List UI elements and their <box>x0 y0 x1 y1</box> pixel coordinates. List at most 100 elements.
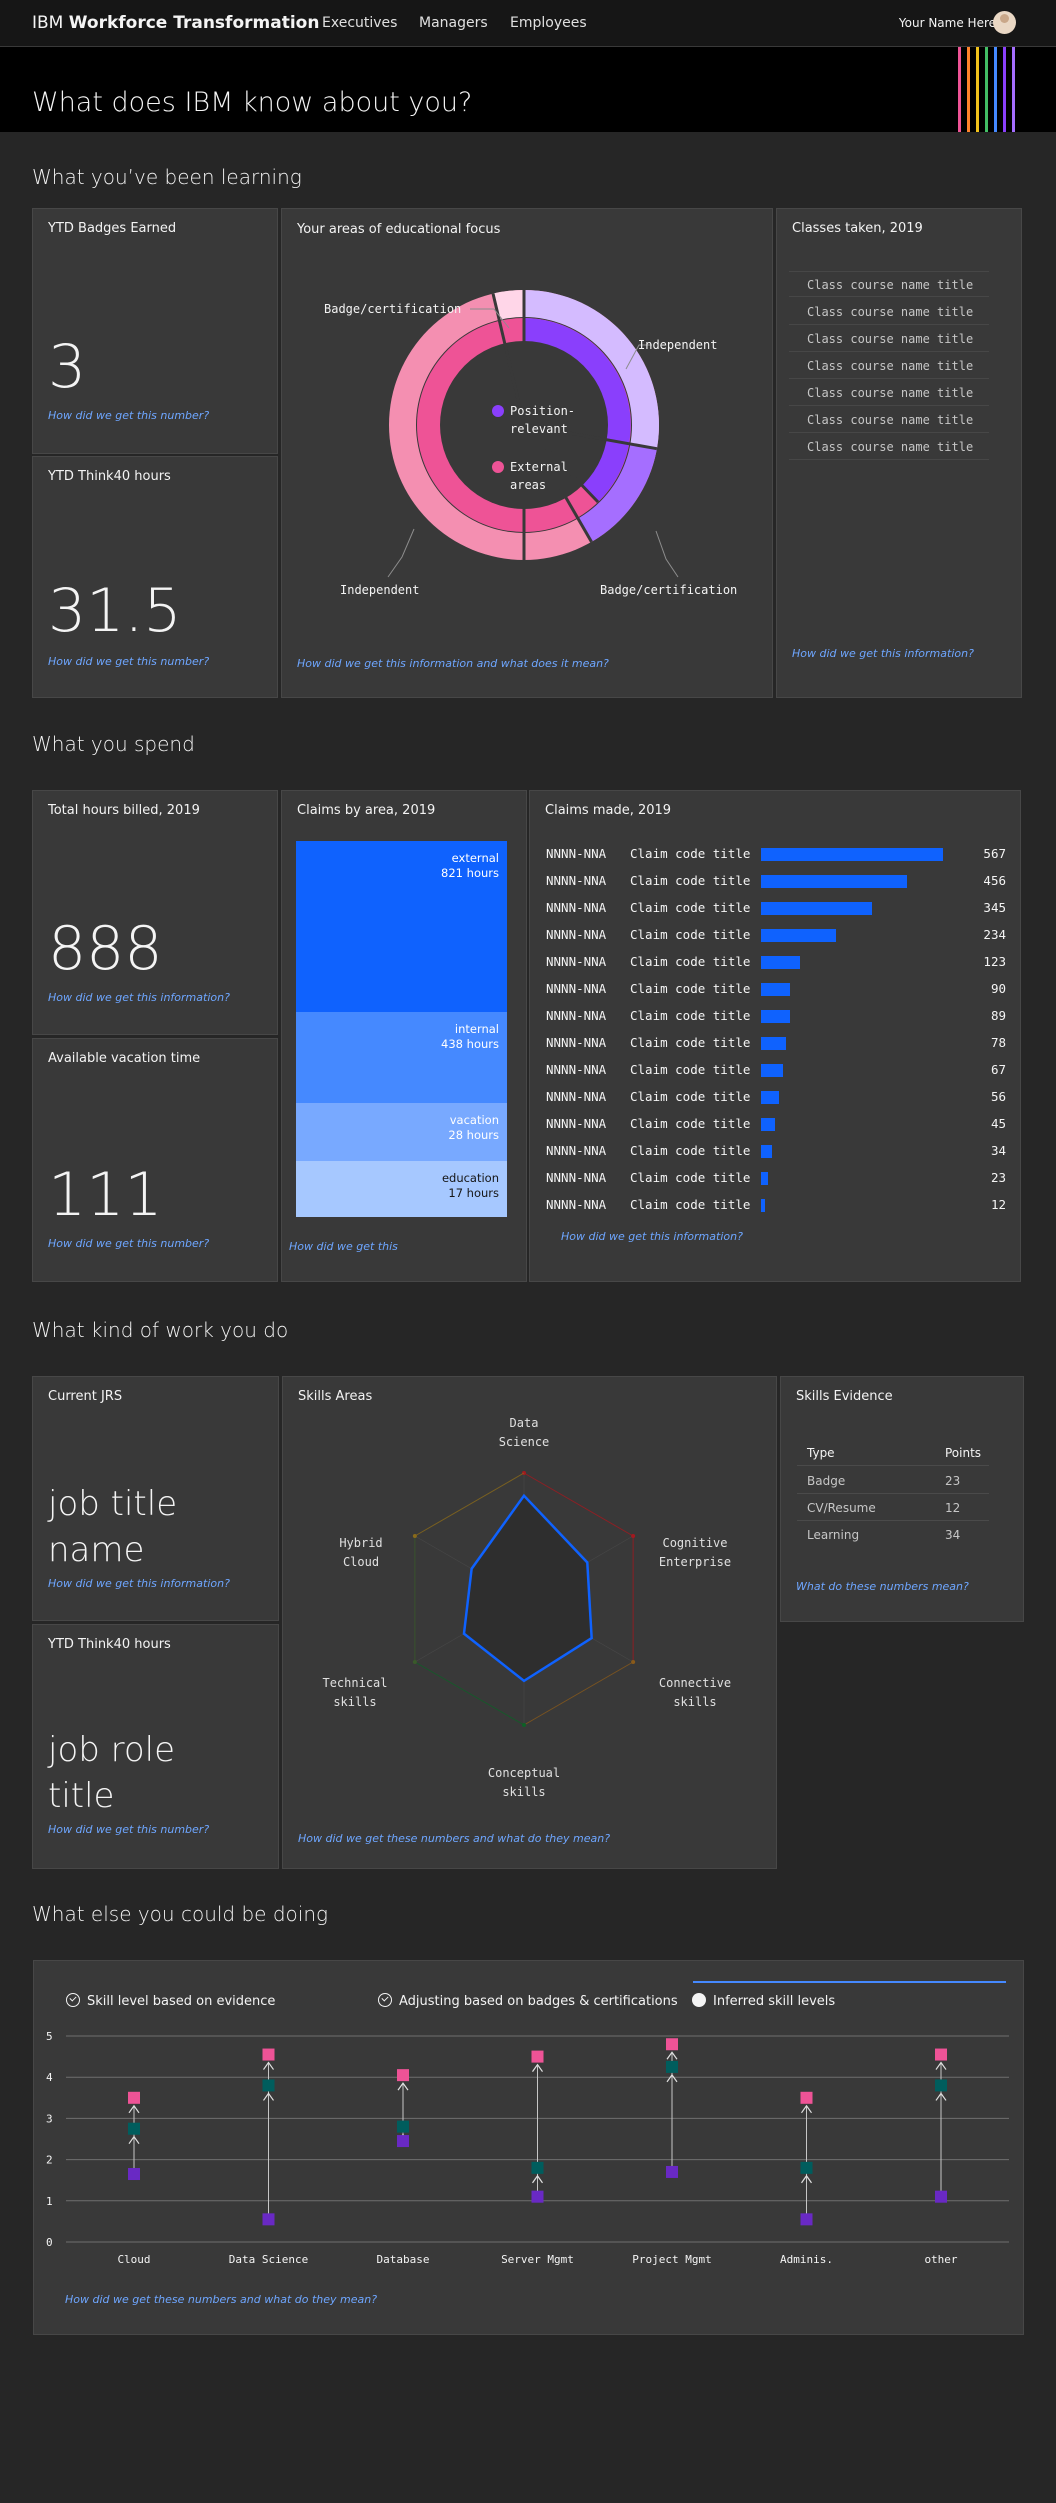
x-category-label: Data Science <box>229 2253 308 2266</box>
legend-item-badges[interactable]: Adjusting based on badges & certificatio… <box>378 1993 678 2009</box>
x-category-label: Adminis. <box>780 2253 833 2266</box>
list-item[interactable]: Class course name title <box>789 353 989 379</box>
y-tick-label: 3 <box>46 2112 53 2125</box>
claim-row[interactable]: NNNN-NNA Claim code title 56 <box>546 1083 1006 1110</box>
claim-row[interactable]: NNNN-NNA Claim code title 34 <box>546 1137 1006 1164</box>
list-item[interactable]: Class course name title <box>789 434 989 460</box>
help-link[interactable]: How did we get this information? <box>48 1577 230 1590</box>
radar-grid-edge <box>523 1472 634 1537</box>
skill-marker[interactable] <box>397 2120 409 2133</box>
claim-code: NNNN-NNA <box>546 846 607 861</box>
skill-marker[interactable] <box>531 2190 544 2203</box>
skills-areas-card: Skills Areas Data Science Cognitive Enterpr… <box>282 1376 777 1869</box>
help-link[interactable]: What do these numbers mean? <box>796 1580 969 1593</box>
skill-marker[interactable] <box>800 2161 813 2174</box>
table-row: CV/Resume 12 <box>797 1494 989 1521</box>
help-link[interactable]: How did we get these numbers and what do… <box>65 2293 378 2306</box>
claim-code: NNNN-NNA <box>546 1143 607 1158</box>
legend-label: Skill level based on evidence <box>87 1994 276 2009</box>
skill-marker[interactable] <box>262 2213 275 2226</box>
arrow-icon <box>532 2063 543 2072</box>
list-item[interactable]: Class course name title <box>789 326 989 352</box>
brand-logo[interactable]: IBM Workforce Transformation <box>32 13 319 33</box>
skill-marker[interactable] <box>935 2048 947 2061</box>
help-link[interactable]: How did we get this information and what… <box>297 657 609 670</box>
claim-code: NNNN-NNA <box>546 1035 607 1050</box>
skill-marker[interactable] <box>935 2079 947 2092</box>
nav-link-employees[interactable]: Employees <box>510 15 587 31</box>
skill-marker[interactable] <box>666 2060 678 2073</box>
skill-marker[interactable] <box>128 2168 140 2181</box>
radar-axis-label: skills <box>333 1695 376 1709</box>
help-link[interactable]: How did we get this number? <box>48 409 210 422</box>
claim-row[interactable]: NNNN-NNA Claim code title 23 <box>546 1164 1006 1191</box>
list-item[interactable]: Class course name title <box>789 271 989 297</box>
claim-row[interactable]: NNNN-NNA Claim code title 456 <box>546 867 1006 894</box>
claim-row[interactable]: NNNN-NNA Claim code title 78 <box>546 1029 1006 1056</box>
skill-marker[interactable] <box>531 2161 544 2174</box>
help-link[interactable]: How did we get this number? <box>48 655 210 668</box>
help-link[interactable]: How did we get this <box>289 1240 398 1253</box>
skill-marker[interactable] <box>531 2050 544 2063</box>
legend-item-inferred[interactable]: Inferred skill levels <box>692 1993 835 2009</box>
color-stripe <box>967 47 970 132</box>
skill-marker[interactable] <box>128 2122 140 2135</box>
nav-link-managers[interactable]: Managers <box>419 15 488 31</box>
claim-row[interactable]: NNNN-NNA Claim code title 123 <box>546 948 1006 975</box>
help-link[interactable]: How did we get these numbers and what do… <box>298 1832 611 1845</box>
claim-row[interactable]: NNNN-NNA Claim code title 345 <box>546 894 1006 921</box>
radar-skill-shape[interactable] <box>462 1493 593 1683</box>
list-item[interactable]: Class course name title <box>789 407 989 433</box>
legend-item-evidence[interactable]: Skill level based on evidence <box>66 1993 275 2009</box>
skill-marker[interactable] <box>397 2135 409 2148</box>
area-block-vacation[interactable]: vacation 28 hours <box>296 1103 507 1161</box>
hours-billed-card: Total hours billed, 2019 888 How did we … <box>32 790 278 1035</box>
radar-axis-label: Cloud <box>343 1555 379 1569</box>
claim-row[interactable]: NNNN-NNA Claim code title 90 <box>546 975 1006 1002</box>
skill-marker[interactable] <box>935 2190 947 2203</box>
list-item[interactable]: Class course name title <box>789 380 989 406</box>
claim-row[interactable]: NNNN-NNA Claim code title 12 <box>546 1191 1006 1218</box>
area-block-external[interactable]: external 821 hours <box>296 841 507 1013</box>
radar-axis-label: Connective <box>659 1676 731 1690</box>
claim-row[interactable]: NNNN-NNA Claim code title 234 <box>546 921 1006 948</box>
think40-value: 31.5 <box>48 576 182 646</box>
radar-axis-label: Technical <box>322 1676 387 1690</box>
skill-marker[interactable] <box>800 2091 813 2104</box>
help-link[interactable]: How did we get this number? <box>48 1237 210 1250</box>
claim-row[interactable]: NNNN-NNA Claim code title 45 <box>546 1110 1006 1137</box>
skill-marker[interactable] <box>666 2165 678 2178</box>
arrow-icon <box>128 2135 140 2145</box>
x-category-label: Server Mgmt <box>501 2253 574 2266</box>
skill-gap-card: Skill level based on evidence Adjusting … <box>33 1960 1024 2335</box>
x-category-label: other <box>924 2253 957 2266</box>
claim-row[interactable]: NNNN-NNA Claim code title 567 <box>546 840 1006 867</box>
area-block-internal[interactable]: internal 438 hours <box>296 1012 507 1104</box>
help-link[interactable]: How did we get this number? <box>48 1823 210 1836</box>
claim-title: Claim code title <box>630 1197 751 1212</box>
nav-link-executives[interactable]: Executives <box>322 15 398 31</box>
avatar[interactable] <box>993 11 1016 34</box>
skill-marker[interactable] <box>666 2038 678 2051</box>
claim-code: NNNN-NNA <box>546 1197 607 1212</box>
user-name[interactable]: Your Name Here <box>898 16 996 30</box>
list-item[interactable]: Class course name title <box>789 299 989 325</box>
claim-row[interactable]: NNNN-NNA Claim code title 89 <box>546 1002 1006 1029</box>
radar-grid-edge <box>414 1661 525 1726</box>
table-row: Badge 23 <box>797 1467 989 1494</box>
claim-row[interactable]: NNNN-NNA Claim code title 67 <box>546 1056 1006 1083</box>
skill-marker[interactable] <box>128 2091 140 2104</box>
page-title: What does IBM know about you? <box>32 87 473 118</box>
help-link[interactable]: How did we get this information? <box>48 991 230 1004</box>
skill-marker[interactable] <box>800 2213 813 2226</box>
claim-value: 89 <box>990 1008 1006 1023</box>
skill-marker[interactable] <box>262 2079 275 2092</box>
skills-evidence-card: Skills Evidence Type Points Badge 23 CV/… <box>780 1376 1024 1622</box>
skill-marker[interactable] <box>397 2069 409 2082</box>
claim-title: Claim code title <box>630 873 751 888</box>
label-independent-left: Independent <box>340 583 419 597</box>
area-block-education[interactable]: education 17 hours <box>296 1160 507 1217</box>
help-link[interactable]: How did we get this information? <box>561 1230 743 1243</box>
skill-marker[interactable] <box>262 2048 275 2061</box>
help-link[interactable]: How did we get this information? <box>792 647 974 660</box>
